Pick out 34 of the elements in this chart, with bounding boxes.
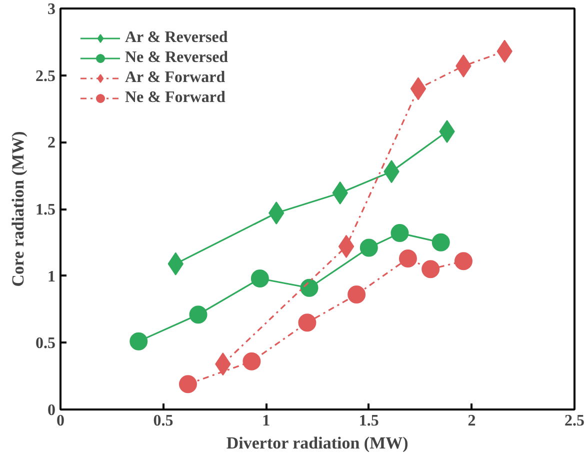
- point: [348, 286, 366, 304]
- y-axis-title: Core radiation (MW): [8, 131, 28, 287]
- y-tick-label: 2: [48, 134, 56, 152]
- legend-label: Ar & Forward: [125, 69, 226, 87]
- x-tick-label: 1.5: [358, 412, 379, 430]
- point: [360, 238, 378, 257]
- legend-label: Ne & Forward: [125, 89, 226, 107]
- x-tick-label: 2: [468, 412, 476, 430]
- y-tick-label: 1.5: [36, 202, 56, 218]
- point: [242, 352, 261, 370]
- point: [130, 332, 148, 350]
- point: [390, 224, 409, 242]
- point: [250, 270, 269, 288]
- legend-label: Ne & Reversed: [125, 49, 228, 67]
- y-tick-label: 2.5: [36, 68, 56, 85]
- point: [454, 252, 472, 270]
- point: [338, 234, 354, 258]
- point: [398, 249, 417, 268]
- point: [422, 260, 440, 278]
- y-tick-label: 3: [48, 1, 56, 18]
- point: [189, 306, 208, 324]
- x-tick-label: 0.5: [153, 412, 174, 430]
- x-tick-label: 2.5: [564, 412, 584, 430]
- x-tick-label: 1: [262, 412, 270, 430]
- point: [300, 278, 318, 297]
- point: [432, 233, 450, 252]
- x-axis-title: Divertor radiation (MW): [226, 434, 408, 452]
- point: [178, 375, 197, 394]
- y-tick-label: 0: [48, 402, 56, 419]
- point: [410, 77, 426, 100]
- legend-label: Ar & Reversed: [125, 29, 228, 47]
- point: [298, 314, 316, 332]
- y-tick-label: 1: [48, 268, 56, 286]
- y-tick-label: 0.5: [36, 335, 56, 352]
